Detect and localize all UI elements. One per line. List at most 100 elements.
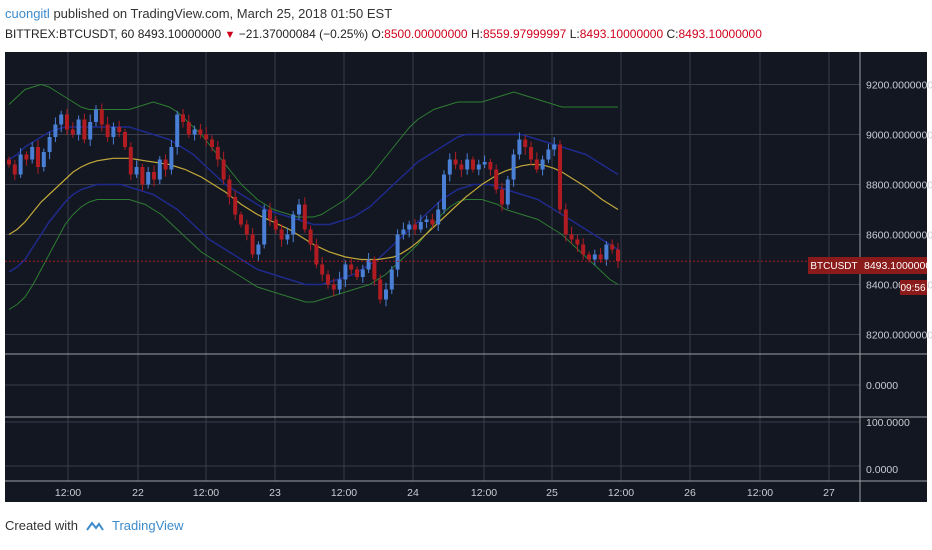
candle-body — [326, 274, 330, 285]
candle-body — [604, 244, 609, 260]
candle-body — [157, 159, 162, 180]
candle-body — [198, 129, 203, 135]
candle-body — [500, 189, 504, 205]
x-tick-label: 12:00 — [193, 487, 219, 499]
x-tick-label: 27 — [823, 487, 835, 499]
candle-body — [511, 154, 516, 180]
published-text: published on TradingView.com, March 25, … — [53, 6, 393, 21]
candle-body — [215, 147, 220, 160]
candle-body — [24, 154, 29, 160]
candle-body — [41, 152, 46, 167]
candle-body — [70, 129, 75, 135]
candle-body — [476, 164, 481, 170]
indicator-panes: 0.0000 100.0000 0.0000 — [5, 52, 927, 502]
candle-body — [140, 167, 145, 185]
candle-body — [30, 147, 35, 160]
candle-body — [598, 254, 603, 260]
candle-body — [105, 124, 110, 137]
x-tick-label: 12:00 — [55, 487, 81, 499]
candle-body — [186, 122, 191, 135]
candle-body — [65, 114, 69, 130]
low-value: 8493.10000000 — [579, 27, 664, 41]
candle-body — [430, 219, 435, 225]
candle-body — [291, 214, 296, 235]
candle-body — [592, 254, 597, 260]
candle-body — [355, 269, 359, 277]
bb-outer-upper — [8, 83, 618, 218]
candle-body — [529, 147, 533, 160]
candle-body — [314, 244, 319, 265]
created-with-text: Created with — [5, 518, 78, 533]
y-tick-label: 8200.00000000 — [866, 330, 932, 342]
candle-body — [534, 159, 539, 170]
candle-body — [88, 122, 93, 140]
candle-body — [308, 229, 313, 245]
candle-body — [616, 249, 620, 262]
candle-body — [482, 162, 487, 165]
x-tick-label: 25 — [546, 487, 558, 499]
candle-body — [7, 159, 11, 165]
publish-info: cuongitl published on TradingView.com, M… — [5, 6, 392, 21]
price-scale-background — [860, 52, 927, 502]
candle-body — [587, 254, 591, 260]
symbol-label: BITTREX:BTCUSDT, 60 — [5, 27, 135, 41]
y-tick-label: 9000.00000000 — [866, 130, 932, 142]
candle-body — [378, 279, 383, 300]
candle-body — [12, 164, 17, 175]
candle-body — [465, 159, 470, 170]
candle-body — [471, 159, 475, 170]
candle-body — [349, 264, 354, 270]
candle-body — [18, 154, 23, 175]
candle-body — [36, 147, 40, 167]
price-axis-labels: 9200.00000000 9000.00000000 8800.00000000 8… — [866, 80, 932, 342]
candle-body — [610, 244, 615, 250]
candle-body — [163, 159, 168, 170]
candle-body — [123, 132, 127, 147]
candle-body — [233, 197, 238, 215]
tradingview-brand[interactable]: TradingView — [111, 518, 184, 533]
price-change: −21.37000084 (−0.25%) — [238, 27, 369, 41]
down-arrow-icon: ▼ — [224, 29, 236, 41]
y-tick-label: 9200.00000000 — [866, 80, 932, 92]
candle-body — [302, 204, 307, 230]
candle-body — [268, 209, 272, 220]
candle-body — [366, 259, 371, 270]
candle-body — [436, 209, 441, 225]
x-tick-label: 12:00 — [747, 487, 773, 499]
candle-body — [494, 169, 499, 190]
last-price-marker: BTCUSDT 8493.10000000 09:56 — [5, 257, 932, 295]
candle-body — [99, 109, 104, 125]
candle-body — [540, 159, 545, 170]
candle-body — [407, 224, 412, 230]
x-tick-label: 12:00 — [471, 487, 497, 499]
candle-body — [221, 159, 226, 180]
last-price: 8493.10000000 — [137, 27, 222, 41]
candle-body — [76, 119, 81, 135]
candle-body — [181, 114, 185, 122]
candle-body — [175, 114, 180, 147]
candle-body — [285, 234, 290, 240]
candle-body — [82, 119, 87, 140]
candle-body — [575, 239, 580, 245]
author-link[interactable]: cuongitl — [5, 6, 50, 21]
candle-body — [297, 204, 301, 215]
tradingview-logo-icon — [86, 520, 104, 531]
candle-body — [401, 229, 406, 235]
candle-body — [552, 144, 557, 150]
y-tick-label: 8600.00000000 — [866, 230, 932, 242]
candle-body — [128, 147, 133, 175]
candle-body — [192, 129, 197, 135]
candle-body — [256, 244, 261, 255]
candle-body — [569, 234, 574, 240]
candle-body — [343, 264, 348, 280]
candle-body — [262, 209, 267, 245]
chart-background — [5, 52, 860, 502]
candle-body — [152, 172, 156, 180]
candle-body — [424, 219, 429, 222]
candle-body — [389, 269, 394, 290]
countdown-tag-bg — [900, 280, 927, 295]
candle-body — [273, 219, 278, 230]
bb-inner-lower — [8, 183, 619, 286]
close-value: 8493.10000000 — [678, 27, 762, 41]
